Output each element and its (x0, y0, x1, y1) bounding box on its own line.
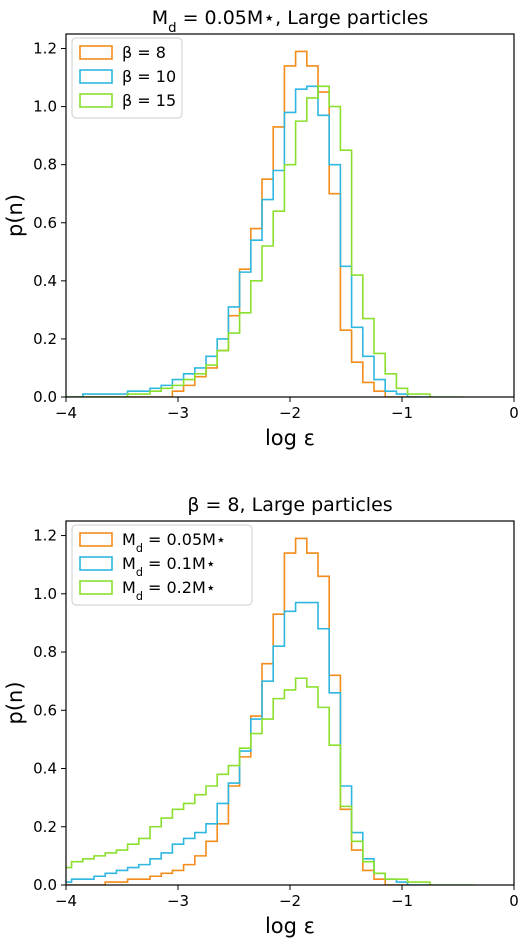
series-line-3 (66, 677, 475, 885)
x-tick-label: −1 (391, 892, 413, 910)
legend-swatch (79, 532, 113, 547)
x-tick-label: −2 (279, 404, 301, 422)
y-tick-label: 0.4 (33, 760, 57, 778)
legend-box (71, 524, 253, 606)
x-tick-label: 0 (509, 892, 519, 910)
y-tick-label: 1.0 (33, 585, 57, 603)
x-tick-label: −3 (167, 404, 189, 422)
chart-title: Md = 0.05M⋆, Large particles (152, 7, 429, 36)
legend-swatch (79, 556, 113, 571)
x-axis-label: log ε (265, 426, 315, 450)
x-tick-label: −2 (279, 892, 301, 910)
x-tick-label: −4 (55, 892, 77, 910)
series-line-3 (66, 85, 464, 397)
series-line-2 (66, 85, 430, 397)
chart-panel-1: Md = 0.05M⋆, Large particles −4 −3 −2 −1 0 0.0… (3, 7, 519, 450)
y-tick-label: 0.0 (33, 388, 57, 406)
legend-swatch (79, 69, 113, 84)
chart-title: β = 8, Large particles (187, 494, 392, 516)
legend-label: Md = 0.1M⋆ (122, 554, 216, 579)
legend-swatch (79, 93, 113, 108)
legend: Md = 0.05M⋆Md = 0.1M⋆Md = 0.2M⋆ (71, 524, 253, 606)
x-tick-label: −3 (167, 892, 189, 910)
x-axis-label: log ε (265, 914, 315, 938)
legend-swatch (79, 580, 113, 595)
series-line-2 (66, 601, 430, 885)
legend-label: β = 8 (122, 43, 166, 62)
y-tick-label: 0.2 (33, 330, 57, 348)
y-tick-label: 0.0 (33, 876, 57, 894)
y-tick-label: 1.0 (33, 98, 57, 116)
y-tick-label: 0.4 (33, 272, 57, 290)
chart-panel-2: β = 8, Large particles −4 −3 −2 −1 0 0.0 0.2 0.4… (3, 494, 519, 938)
y-tick-label: 0.6 (33, 214, 57, 232)
y-tick-label: 1.2 (33, 40, 57, 58)
y-axis-label: p(n) (3, 681, 27, 724)
legend-label: β = 15 (122, 91, 176, 110)
y-tick-label: 0.6 (33, 701, 57, 719)
y-tick-label: 1.2 (33, 527, 57, 545)
legend: β = 8 β = 10 β = 15 (71, 37, 183, 119)
y-tick-label: 0.2 (33, 818, 57, 836)
legend-box (71, 37, 183, 119)
legend-label: β = 10 (122, 67, 176, 86)
y-tick-label: 0.8 (33, 156, 57, 174)
y-axis-label: p(n) (3, 194, 27, 237)
series-line-1 (66, 50, 419, 397)
y-tick-label: 0.8 (33, 643, 57, 661)
x-tick-label: −4 (55, 404, 77, 422)
x-tick-label: −1 (391, 404, 413, 422)
legend-swatch (79, 45, 113, 60)
x-tick-label: 0 (509, 404, 519, 422)
